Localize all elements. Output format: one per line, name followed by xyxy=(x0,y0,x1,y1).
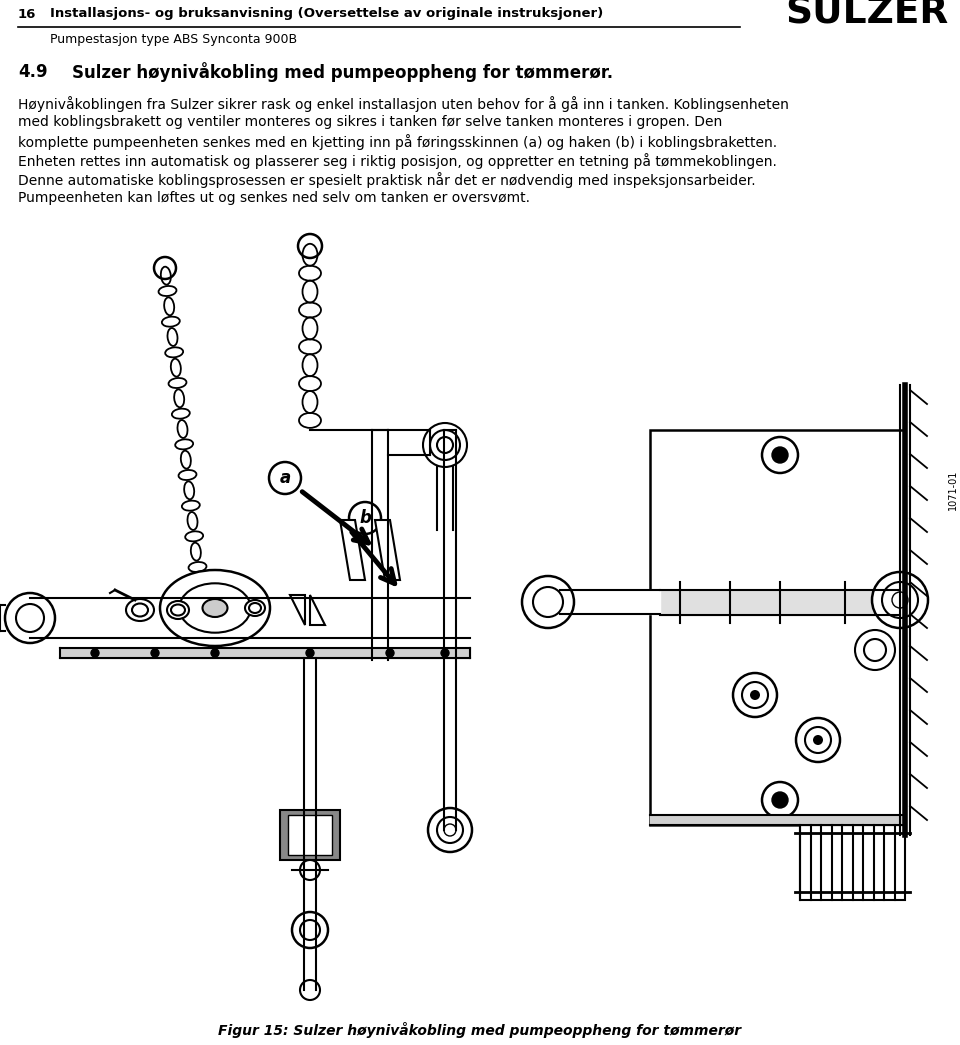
Circle shape xyxy=(796,718,840,762)
Text: Installasjons- og bruksanvisning (Oversettelse av originale instruksjoner): Installasjons- og bruksanvisning (Overse… xyxy=(50,7,603,21)
Circle shape xyxy=(306,649,314,657)
Circle shape xyxy=(5,593,55,643)
Ellipse shape xyxy=(160,570,270,646)
Text: med koblingsbrakett og ventiler monteres og sikres i tanken før selve tanken mon: med koblingsbrakett og ventiler monteres… xyxy=(18,115,722,129)
Text: a: a xyxy=(279,469,291,487)
Circle shape xyxy=(872,572,928,628)
Text: SULZER: SULZER xyxy=(784,0,948,32)
Circle shape xyxy=(91,649,99,657)
Circle shape xyxy=(300,980,320,1000)
Circle shape xyxy=(292,912,328,948)
Text: Høynivåkoblingen fra Sulzer sikrer rask og enkel installasjon uten behov for å g: Høynivåkoblingen fra Sulzer sikrer rask … xyxy=(18,96,789,112)
Text: Pumpeenheten kan løftes ut og senkes ned selv om tanken er oversvømt.: Pumpeenheten kan løftes ut og senkes ned… xyxy=(18,191,530,205)
Circle shape xyxy=(772,447,788,463)
Text: 1071-01: 1071-01 xyxy=(948,470,958,510)
Ellipse shape xyxy=(167,601,189,619)
Ellipse shape xyxy=(126,599,154,621)
Text: 16: 16 xyxy=(18,7,36,21)
Circle shape xyxy=(211,649,219,657)
Text: Figur 15: Sulzer høynivåkobling med pumpeoppheng for tømmerør: Figur 15: Sulzer høynivåkobling med pump… xyxy=(219,1022,741,1038)
Circle shape xyxy=(762,782,798,818)
FancyBboxPatch shape xyxy=(280,810,340,860)
Text: komplette pumpeenheten senkes med en kjetting inn på føringsskinnen (a) og haken: komplette pumpeenheten senkes med en kje… xyxy=(18,134,778,149)
Text: 4.9: 4.9 xyxy=(18,63,48,82)
Circle shape xyxy=(855,630,895,670)
Text: Pumpestasjon type ABS Synconta 900B: Pumpestasjon type ABS Synconta 900B xyxy=(50,33,298,46)
Circle shape xyxy=(423,423,467,467)
Circle shape xyxy=(386,649,394,657)
Circle shape xyxy=(772,792,788,808)
Polygon shape xyxy=(290,595,305,625)
Circle shape xyxy=(762,437,798,473)
FancyBboxPatch shape xyxy=(800,825,905,900)
Circle shape xyxy=(733,673,777,717)
Polygon shape xyxy=(375,520,400,580)
FancyBboxPatch shape xyxy=(288,815,332,855)
Ellipse shape xyxy=(245,600,265,616)
Text: Enheten rettes inn automatisk og plasserer seg i riktig posisjon, og oppretter e: Enheten rettes inn automatisk og plasser… xyxy=(18,153,777,169)
Circle shape xyxy=(300,860,320,880)
Circle shape xyxy=(813,735,823,745)
Ellipse shape xyxy=(203,599,228,617)
Circle shape xyxy=(441,649,449,657)
Text: b: b xyxy=(359,509,371,527)
Circle shape xyxy=(428,808,472,852)
Circle shape xyxy=(522,576,574,628)
FancyBboxPatch shape xyxy=(650,429,905,825)
Circle shape xyxy=(349,502,381,534)
Circle shape xyxy=(750,690,760,700)
Text: Denne automatiske koblingsprosessen er spesielt praktisk når det er nødvendig me: Denne automatiske koblingsprosessen er s… xyxy=(18,172,756,188)
Circle shape xyxy=(151,649,159,657)
Polygon shape xyxy=(340,520,365,580)
Circle shape xyxy=(269,462,301,494)
Polygon shape xyxy=(310,595,325,625)
Text: Sulzer høynivåkobling med pumpeoppheng for tømmerør.: Sulzer høynivåkobling med pumpeoppheng f… xyxy=(72,62,613,82)
